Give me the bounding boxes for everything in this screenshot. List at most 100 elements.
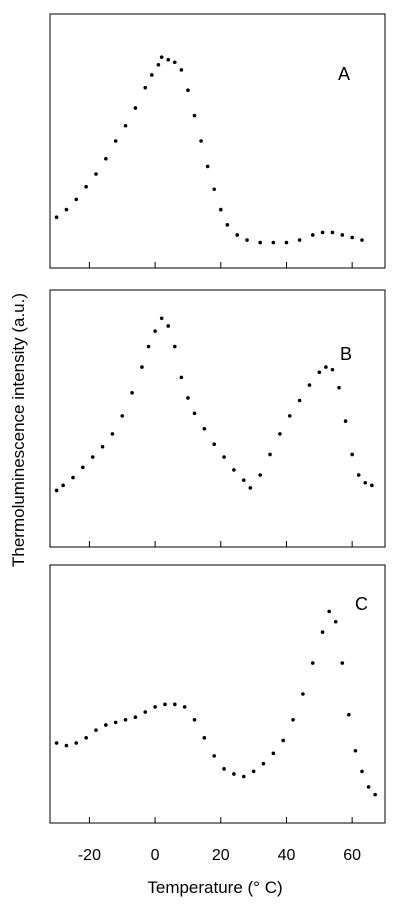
data-point xyxy=(212,442,217,447)
data-point xyxy=(330,230,335,235)
data-point xyxy=(159,316,164,321)
data-point xyxy=(343,419,348,423)
x-tick-label: 60 xyxy=(343,847,361,864)
x-tick-label: 0 xyxy=(151,847,160,864)
data-point xyxy=(192,411,197,416)
data-point xyxy=(360,769,364,774)
data-point xyxy=(113,720,118,725)
data-point xyxy=(232,468,236,472)
data-point xyxy=(179,375,184,380)
data-point xyxy=(143,85,148,90)
data-point xyxy=(74,197,79,202)
data-point xyxy=(104,723,108,727)
data-point xyxy=(192,113,197,118)
data-point xyxy=(173,344,177,349)
data-point xyxy=(317,370,322,375)
data-point xyxy=(218,207,223,212)
data-point xyxy=(146,344,151,349)
data-point xyxy=(284,240,289,245)
data-point xyxy=(301,692,305,696)
data-point xyxy=(123,123,128,128)
data-point xyxy=(340,233,345,237)
data-point xyxy=(268,452,272,457)
data-point xyxy=(64,207,69,212)
data-point xyxy=(140,365,144,369)
panel-label: C xyxy=(355,594,368,614)
x-tick-label: 20 xyxy=(212,847,230,864)
data-point xyxy=(212,187,217,192)
data-point xyxy=(241,478,246,482)
data-point xyxy=(251,769,256,774)
data-point xyxy=(340,661,345,665)
data-point xyxy=(205,164,210,169)
data-point xyxy=(94,172,98,176)
data-point xyxy=(202,736,207,740)
data-point xyxy=(287,414,292,418)
data-point xyxy=(54,488,59,493)
data-point xyxy=(350,452,354,457)
data-point xyxy=(320,230,325,235)
panel-c: C xyxy=(49,564,386,824)
data-point xyxy=(153,705,157,709)
data-point xyxy=(225,223,230,227)
data-point xyxy=(297,398,302,403)
x-axis-label: Temperature (° C) xyxy=(147,878,282,897)
data-point xyxy=(186,396,190,400)
data-point xyxy=(100,444,105,449)
data-point xyxy=(150,73,154,77)
data-point xyxy=(370,483,374,488)
data-point xyxy=(360,238,364,242)
data-point xyxy=(235,233,240,237)
data-point xyxy=(199,139,203,143)
data-point xyxy=(278,432,282,436)
data-point xyxy=(84,184,88,189)
data-point xyxy=(64,743,69,748)
data-point xyxy=(173,60,177,65)
data-point xyxy=(166,324,171,328)
panel-label: A xyxy=(338,64,350,84)
data-point xyxy=(222,767,226,771)
data-point xyxy=(327,609,331,614)
data-point xyxy=(110,432,115,436)
data-point xyxy=(84,736,88,740)
data-point xyxy=(133,106,138,110)
data-point xyxy=(94,728,98,732)
data-point xyxy=(202,426,207,431)
data-point xyxy=(324,365,328,369)
data-point xyxy=(245,238,249,242)
data-point xyxy=(337,385,341,390)
data-point xyxy=(159,55,164,59)
data-point xyxy=(182,705,187,709)
x-tick-label: 40 xyxy=(278,847,296,864)
data-point xyxy=(222,455,226,459)
data-point xyxy=(179,68,184,72)
data-point xyxy=(232,772,236,776)
data-point xyxy=(186,88,190,92)
data-point xyxy=(347,712,351,717)
data-point xyxy=(54,215,59,219)
data-point xyxy=(363,480,368,485)
data-point xyxy=(258,240,263,245)
data-point xyxy=(113,139,118,143)
data-point xyxy=(366,785,371,789)
data-point xyxy=(166,57,171,62)
data-point xyxy=(320,630,325,634)
data-point xyxy=(356,473,361,477)
data-point xyxy=(143,710,148,714)
data-point xyxy=(350,235,354,240)
data-point xyxy=(156,63,161,67)
data-point xyxy=(74,741,79,745)
data-point xyxy=(271,240,276,245)
panel-b: B xyxy=(49,289,386,548)
data-point xyxy=(271,751,276,756)
data-point xyxy=(310,661,315,665)
data-point xyxy=(173,702,177,707)
data-point xyxy=(307,383,312,387)
data-point xyxy=(310,233,315,237)
data-point xyxy=(104,156,108,161)
x-axis: -20 0 20 40 60 xyxy=(78,847,361,864)
data-point xyxy=(61,483,65,488)
panels: A B C xyxy=(49,13,386,824)
data-point xyxy=(333,619,338,624)
